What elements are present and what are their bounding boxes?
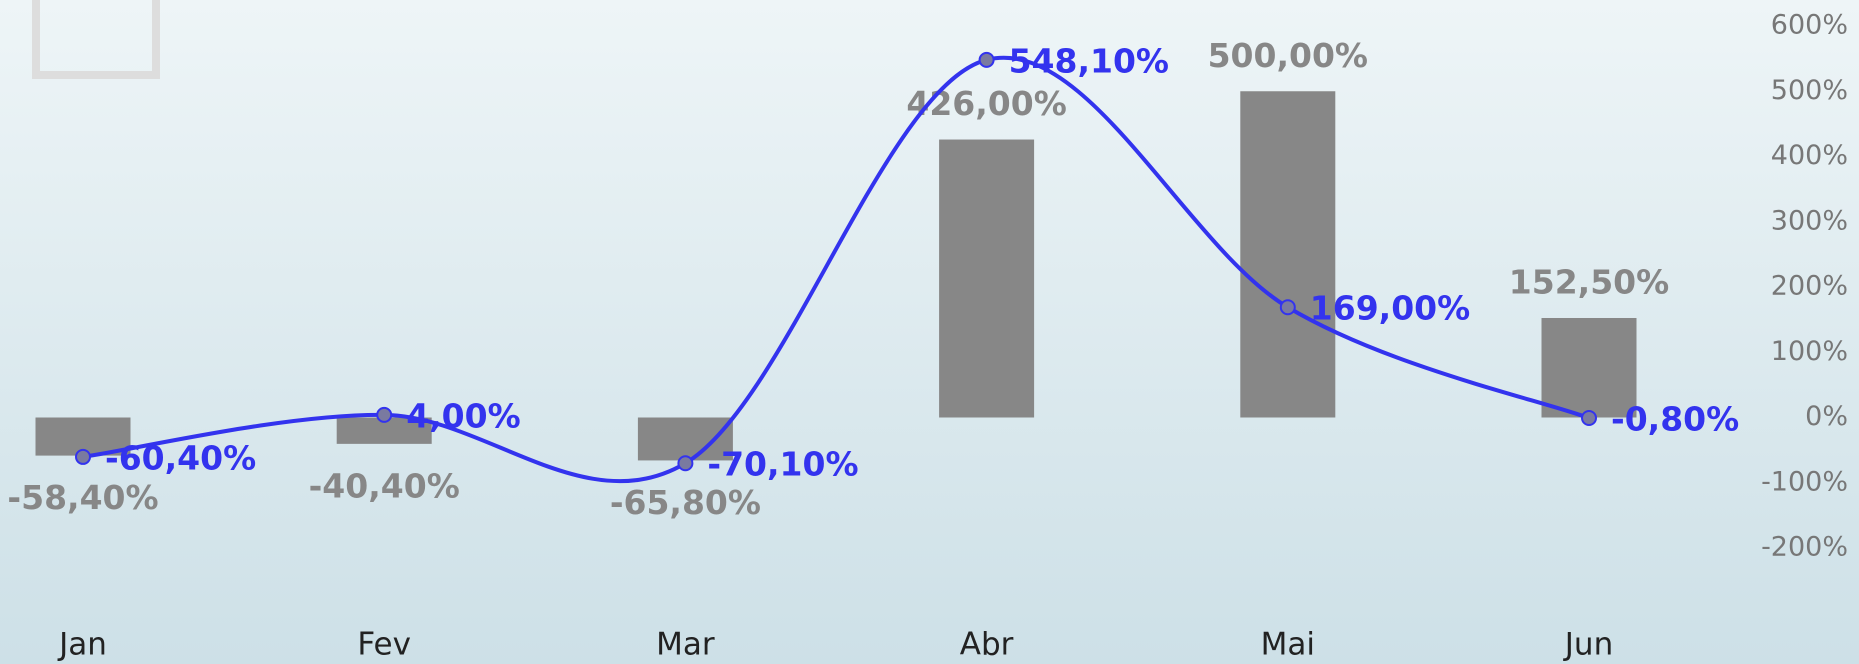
line-value-label: 548,10% <box>1009 41 1169 80</box>
y-tick-label: 100% <box>1771 336 1848 367</box>
y-tick-label: 200% <box>1771 271 1848 302</box>
x-tick-label: Fev <box>357 627 411 663</box>
line-point <box>1581 410 1597 427</box>
line-value-label: -70,10% <box>707 445 858 484</box>
x-tick-label: Mai <box>1261 627 1315 663</box>
line-value-label: 4,00% <box>406 396 521 435</box>
x-tick-label: Mar <box>656 627 715 663</box>
bar-value-label: 426,00% <box>906 84 1066 123</box>
line-point <box>677 455 694 472</box>
line-value-label: 169,00% <box>1310 289 1470 328</box>
bar-value-label: -65,80% <box>610 483 761 522</box>
line-value-label: -60,40% <box>105 438 256 477</box>
bar <box>1541 317 1637 418</box>
line-point <box>1279 299 1296 316</box>
bar <box>939 139 1035 418</box>
decoration <box>32 0 160 79</box>
y-tick-label: 500% <box>1771 75 1848 106</box>
y-tick-label: 600% <box>1771 10 1848 41</box>
line-point <box>376 406 393 423</box>
x-tick-label: Jan <box>57 627 107 663</box>
y-tick-label: -100% <box>1761 466 1848 497</box>
y-tick-label: 300% <box>1771 205 1848 236</box>
bar-value-label: -58,40% <box>7 478 158 517</box>
line-value-label: -0,80% <box>1611 400 1739 439</box>
y-tick-label: 0% <box>1805 401 1848 432</box>
line-point <box>978 51 995 68</box>
bar <box>1240 91 1336 418</box>
y-tick-label: 400% <box>1771 140 1848 171</box>
bar-value-label: 152,50% <box>1509 262 1669 301</box>
x-tick-label: Abr <box>960 627 1014 663</box>
bar-value-label: 500,00% <box>1208 36 1368 75</box>
line-point <box>75 448 91 465</box>
x-tick-label: Jun <box>1563 627 1613 663</box>
bar-value-label: -40,40% <box>309 466 460 505</box>
y-tick-label: -200% <box>1761 532 1848 563</box>
